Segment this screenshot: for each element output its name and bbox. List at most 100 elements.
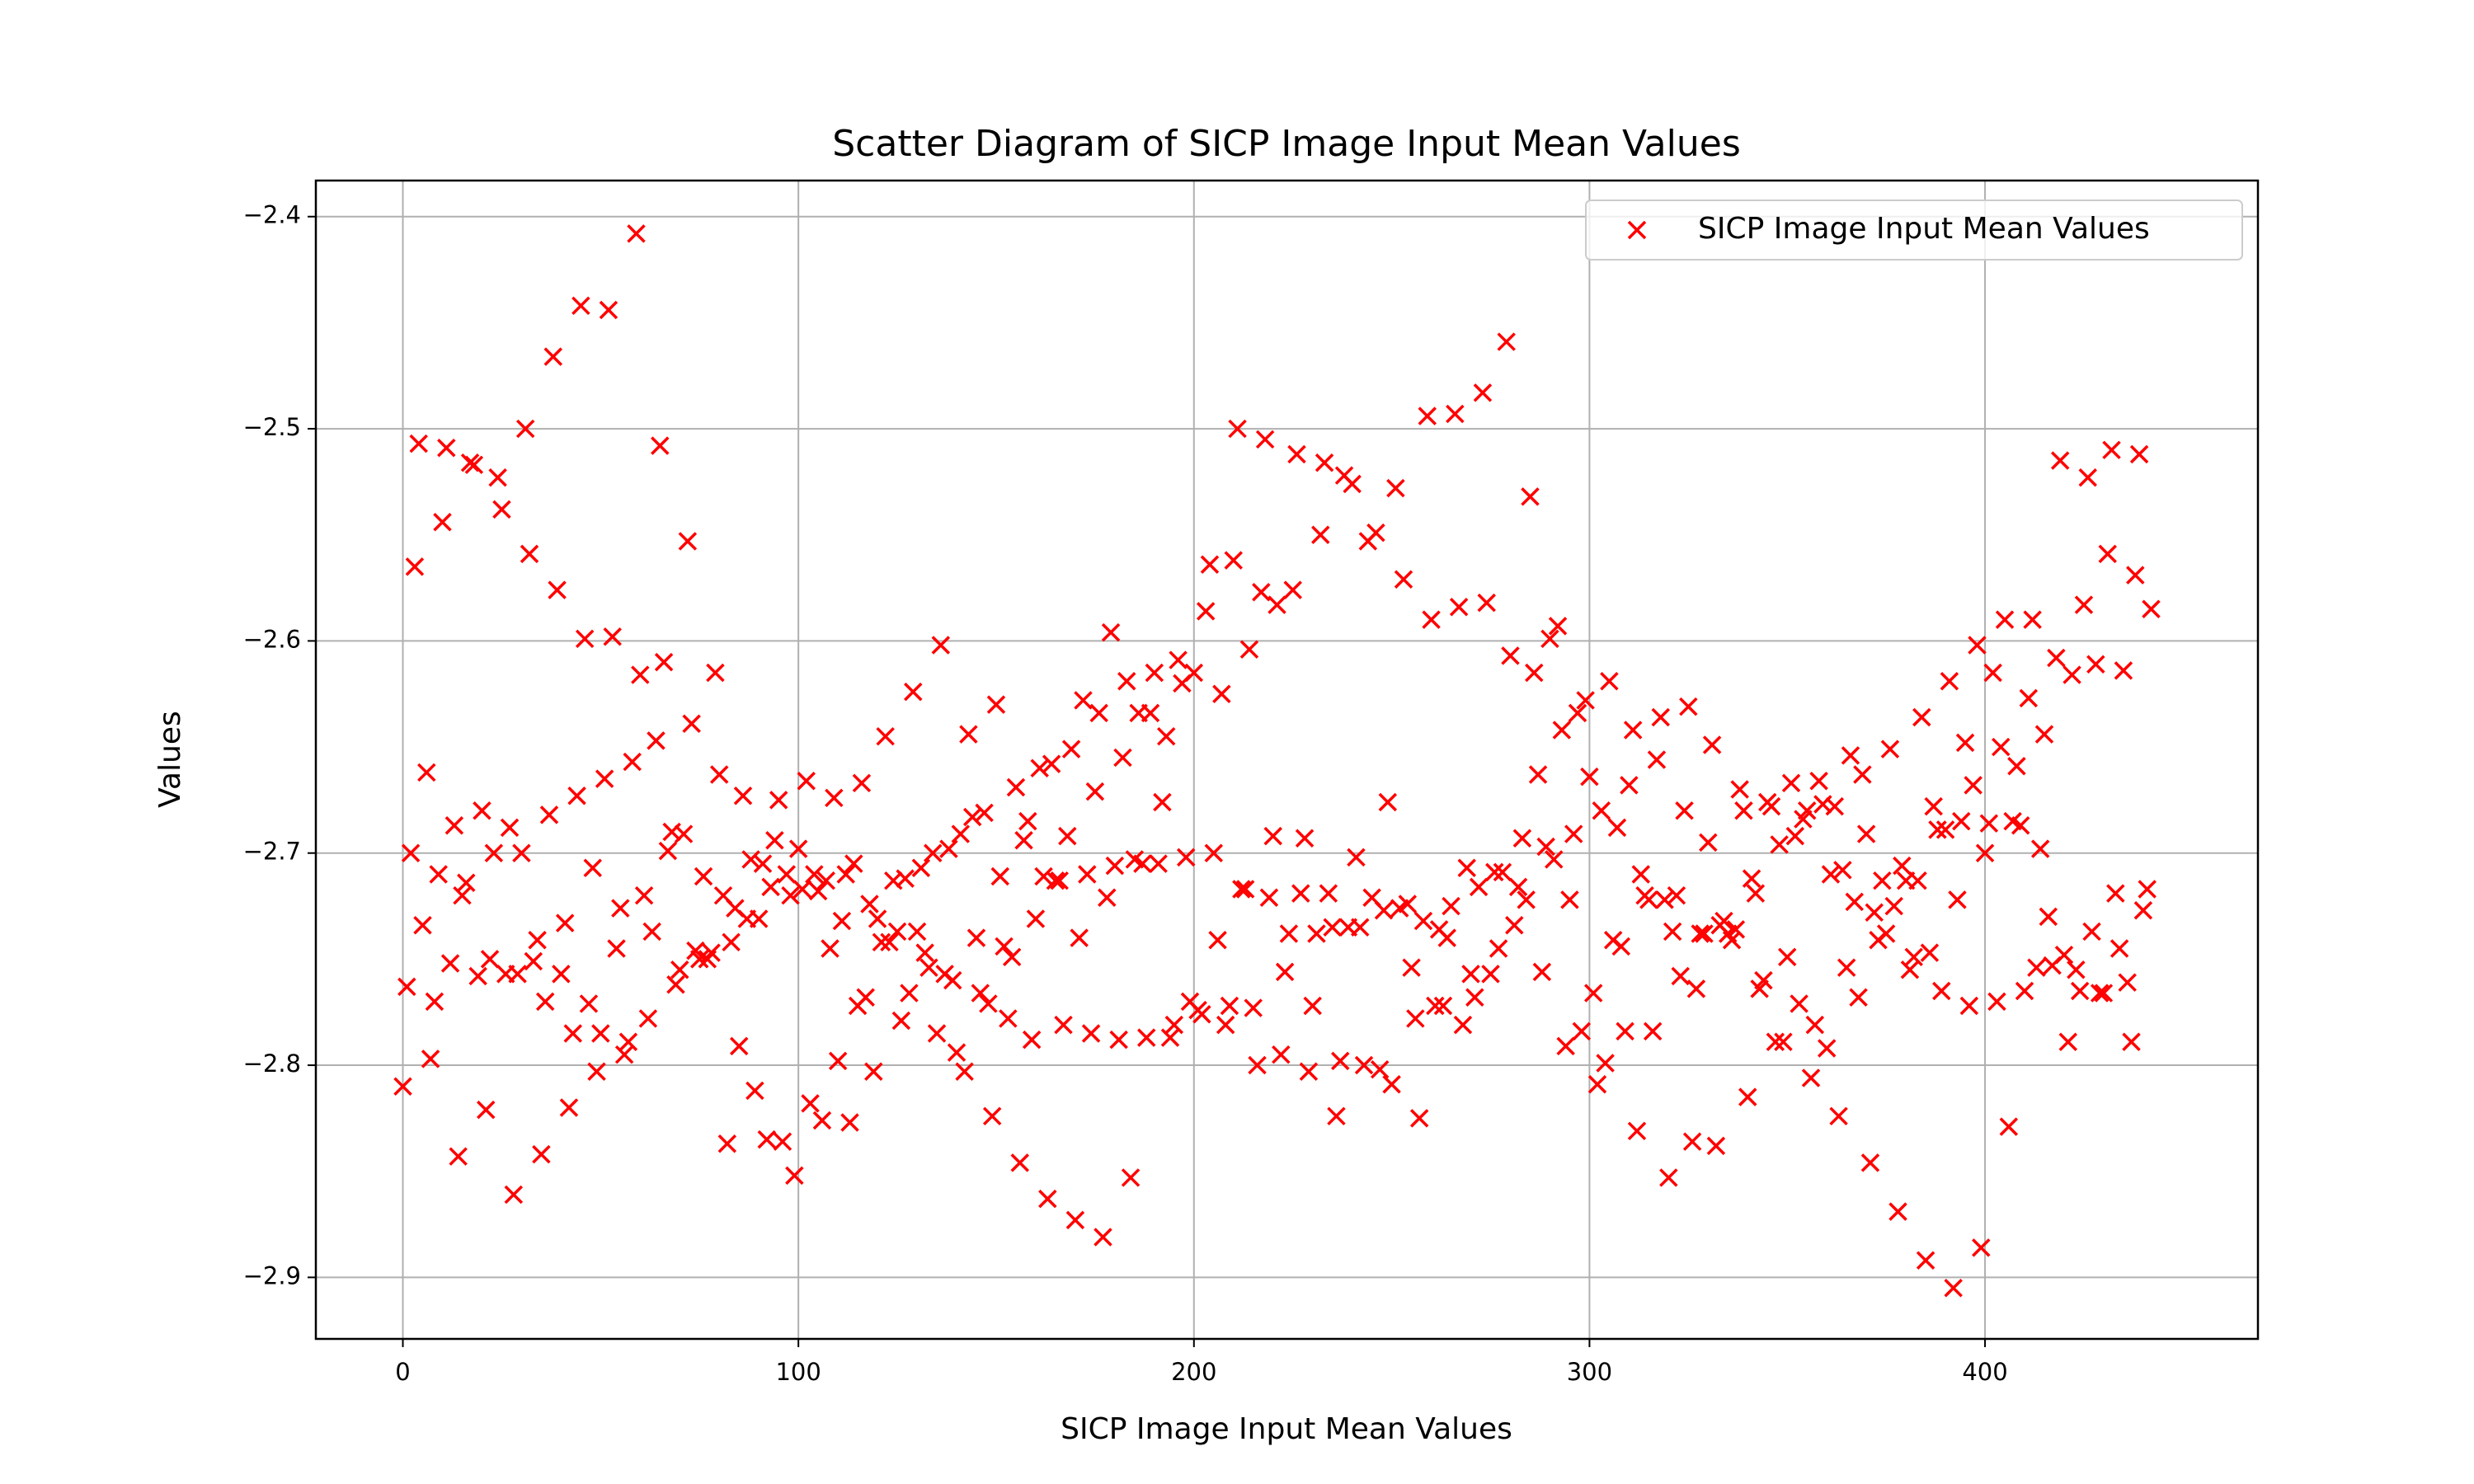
scatter-point — [393, 1077, 412, 1097]
scatter-point — [1413, 911, 1433, 931]
scatter-point — [1560, 890, 1579, 909]
scatter-point — [852, 773, 872, 793]
scatter-point — [1493, 862, 1512, 882]
scatter-point — [923, 843, 943, 862]
x-tick-label: 100 — [775, 1358, 821, 1386]
scatter-point — [1702, 735, 1722, 754]
scatter-point — [1888, 1202, 1907, 1221]
scatter-point — [1046, 871, 1065, 890]
scatter-point — [2118, 973, 2137, 992]
scatter-point — [931, 636, 951, 655]
scatter-point — [457, 873, 476, 892]
scatter-point — [591, 1024, 610, 1043]
scatter-point — [583, 858, 602, 877]
scatter-point — [1101, 622, 1121, 642]
scatter-point — [548, 580, 567, 599]
scatter-point — [1774, 1032, 1793, 1051]
scatter-point — [552, 965, 571, 984]
scatter-point — [1220, 996, 1239, 1016]
scatter-point — [1714, 911, 1733, 931]
scatter-point — [1228, 419, 1247, 439]
scatter-point — [1746, 884, 1766, 903]
scatter-point — [2102, 440, 2121, 460]
scatter-point — [1089, 703, 1108, 723]
scatter-point — [563, 1024, 582, 1043]
scatter-point — [1754, 970, 1773, 990]
scatter-point — [729, 1036, 749, 1056]
scatter-point — [1948, 890, 1967, 909]
scatter-point — [627, 224, 646, 243]
scatter-point — [1916, 1251, 1935, 1270]
scatter-point — [1279, 924, 1299, 943]
scatter-point — [1156, 726, 1176, 746]
scatter-point — [658, 841, 678, 861]
scatter-point — [1623, 721, 1643, 740]
scatter-point — [1327, 1106, 1346, 1126]
scatter-point — [1730, 780, 1749, 799]
scatter-point — [2027, 958, 2046, 977]
scatter-point — [2007, 756, 2026, 776]
scatter-point — [1299, 1062, 1319, 1082]
scatter-point — [2034, 725, 2054, 744]
scatter-point — [429, 865, 448, 884]
scatter-point — [1149, 854, 1168, 873]
scatter-point — [745, 1081, 764, 1101]
scatter-point — [2138, 880, 2157, 899]
scatter-point — [1964, 776, 1982, 795]
scatter-point — [524, 951, 543, 971]
scatter-point — [1489, 939, 1508, 958]
scatter-point — [1050, 871, 1069, 890]
scatter-point — [844, 854, 863, 873]
scatter-point — [1785, 826, 1805, 846]
scatter-point — [1525, 663, 1544, 683]
scatter-point — [579, 994, 599, 1013]
scatter-point — [1682, 1132, 1702, 1151]
scatter-point — [1347, 848, 1366, 867]
scatter-point — [781, 885, 800, 905]
scatter-point — [1726, 920, 1746, 939]
scatter-point — [1204, 843, 1224, 862]
scatter-point — [1323, 918, 1342, 937]
scatter-point — [1655, 890, 1674, 909]
scatter-point — [1235, 880, 1255, 899]
scatter-point — [2047, 648, 2066, 668]
scatter-point — [832, 911, 852, 931]
scatter-point — [1263, 826, 1282, 846]
scatter-point — [1532, 962, 1552, 982]
scatter-point — [674, 824, 694, 843]
scatter-point — [1873, 871, 1892, 890]
scatter-point — [599, 300, 618, 320]
scatter-point — [1457, 858, 1476, 877]
scatter-point — [1224, 551, 1243, 570]
scatter-point — [821, 939, 840, 958]
scatter-point — [1426, 996, 1445, 1016]
scatter-point — [1809, 771, 1828, 791]
scatter-point — [2054, 946, 2074, 965]
scatter-point — [1378, 792, 1398, 812]
scatter-point — [417, 763, 436, 782]
scatter-point — [1505, 915, 1524, 935]
scatter-point — [1145, 663, 1164, 683]
y-tick-label: −2.7 — [243, 838, 301, 866]
scatter-point — [2142, 599, 2161, 619]
scatter-point — [777, 865, 797, 884]
scatter-point — [1239, 640, 1259, 659]
x-tick-label: 400 — [1962, 1358, 2007, 1386]
scatter-point — [520, 544, 539, 564]
scatter-point — [1054, 1015, 1073, 1035]
scatter-point — [1952, 811, 1971, 831]
scatter-point — [1477, 593, 1496, 613]
scatter-point — [1893, 856, 1912, 876]
scatter-point — [1675, 801, 1694, 820]
scatter-point — [453, 885, 472, 905]
scatter-point — [702, 943, 721, 962]
scatter-point — [2050, 451, 2070, 470]
scatter-point — [1572, 1021, 1592, 1041]
scatter-point — [1481, 965, 1500, 984]
scatter-point — [2082, 922, 2101, 942]
scatter-point — [769, 791, 788, 810]
scatter-point — [1022, 1030, 1042, 1050]
scatter-point — [1406, 1009, 1425, 1028]
scatter-point — [1196, 602, 1216, 621]
